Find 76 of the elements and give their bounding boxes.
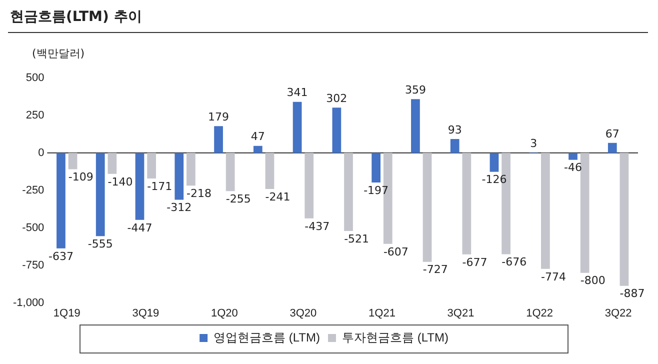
- bar: [68, 152, 78, 170]
- data-label: -774: [541, 270, 566, 284]
- bar: [411, 99, 420, 153]
- bar: [253, 146, 262, 153]
- data-label: -677: [462, 256, 488, 269]
- bar: [344, 152, 353, 232]
- bar: [620, 152, 629, 286]
- y-tick-label: 250: [26, 110, 44, 122]
- bar: [186, 152, 196, 186]
- x-tick-label: 1Q19: [53, 307, 80, 320]
- bar: [450, 138, 460, 153]
- data-label: -312: [166, 201, 192, 214]
- bar: [108, 152, 117, 174]
- data-label: 359: [404, 83, 426, 96]
- data-label: 179: [208, 110, 230, 124]
- bar: [174, 152, 184, 200]
- data-label: 341: [286, 86, 308, 100]
- x-tick-label: 3Q22: [604, 307, 632, 320]
- data-label: -637: [48, 250, 74, 263]
- data-label: -676: [502, 256, 527, 269]
- bar: [608, 142, 617, 153]
- bar: [96, 152, 105, 236]
- data-label: -447: [127, 221, 152, 234]
- legend-label: 영업현금흐름 (LTM): [214, 330, 320, 344]
- bar: [541, 152, 550, 269]
- y-tick-label: 500: [26, 72, 44, 84]
- y-tick-label: 0: [38, 146, 44, 159]
- data-label: -437: [304, 220, 330, 233]
- bar: [332, 108, 342, 153]
- bar: [226, 152, 235, 192]
- data-label: -887: [620, 287, 645, 300]
- data-label: -197: [364, 184, 389, 197]
- bar: [304, 152, 314, 218]
- data-label: 67: [605, 127, 620, 140]
- x-tick-label: 3Q19: [132, 307, 160, 320]
- data-label: 93: [448, 123, 462, 136]
- data-label: -255: [226, 192, 251, 206]
- chart-title: 현금흐름(LTM) 추이: [10, 8, 142, 26]
- bar: [462, 152, 472, 254]
- data-label: -218: [186, 186, 212, 200]
- y-tick-label: -750: [22, 259, 44, 272]
- bar: [580, 152, 590, 273]
- bar: [214, 126, 223, 153]
- bar: [422, 152, 432, 262]
- data-label: -800: [580, 274, 606, 288]
- y-tick-label: -500: [22, 222, 44, 234]
- data-label: -140: [108, 175, 133, 188]
- data-label: -171: [147, 180, 172, 193]
- y-tick-label: -250: [22, 184, 44, 196]
- data-label: 302: [326, 92, 348, 106]
- data-label: -607: [383, 245, 408, 258]
- x-tick-label: 3Q20: [290, 307, 317, 320]
- legend-label: 투자현금흐름 (LTM): [342, 330, 448, 344]
- data-label: -46: [564, 161, 582, 174]
- data-label: -727: [422, 263, 448, 276]
- bar: [568, 152, 578, 160]
- bar: [147, 152, 156, 179]
- y-tick-label: -1,000: [12, 296, 44, 309]
- bar: [372, 152, 381, 182]
- x-tick-label: 1Q21: [368, 307, 396, 320]
- bar: [490, 152, 499, 172]
- bar: [135, 152, 144, 220]
- bar: [292, 102, 302, 153]
- x-tick-label: 3Q21: [447, 307, 474, 320]
- bar: [265, 152, 274, 190]
- data-label: 47: [250, 130, 265, 144]
- y-axis-title: (백만달러): [32, 46, 85, 61]
- x-tick-label: 1Q20: [210, 307, 238, 320]
- data-label: -109: [68, 170, 94, 184]
- bar: [56, 152, 66, 248]
- x-tick-label: 1Q22: [526, 307, 553, 320]
- data-label: -241: [265, 190, 290, 204]
- data-label: -521: [344, 232, 370, 246]
- data-label: -126: [482, 173, 507, 186]
- data-label: -555: [88, 237, 113, 250]
- data-label: 3: [530, 136, 538, 150]
